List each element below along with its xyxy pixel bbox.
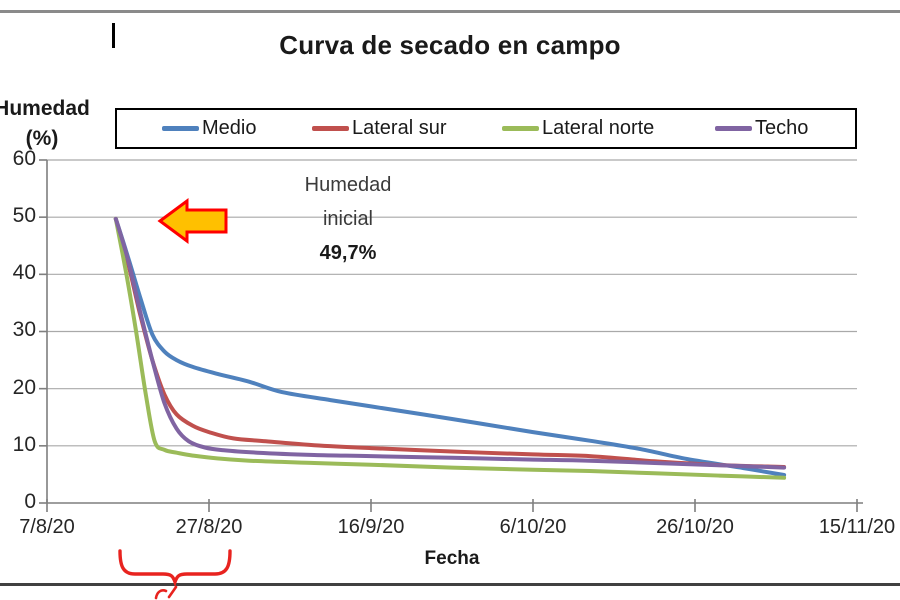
chart-legend: Medio Lateral sur Lateral norte Techo bbox=[115, 108, 857, 149]
x-axis-title: Fecha bbox=[424, 548, 480, 569]
legend-item-lateral-norte: Lateral norte bbox=[502, 110, 654, 147]
x-tick-label: 15/11/20 bbox=[818, 516, 896, 538]
initial-humidity-arrow-icon bbox=[157, 198, 228, 244]
legend-label: Lateral sur bbox=[352, 117, 447, 139]
series-line-techo bbox=[113, 216, 787, 470]
x-tick-label: 16/9/20 bbox=[337, 516, 405, 538]
x-tick-label: 7/8/20 bbox=[19, 516, 75, 538]
y-axis-title-line2: (%) bbox=[25, 127, 59, 150]
y-axis-title-line1: Humedad bbox=[0, 97, 90, 120]
initial-humidity-annotation: Humedad inicial 49,7% bbox=[268, 168, 428, 270]
annotation-value: 49,7% bbox=[319, 242, 377, 264]
x-tick-label: 6/10/20 bbox=[499, 516, 567, 538]
legend-item-techo: Techo bbox=[715, 110, 808, 147]
annotation-line1: Humedad bbox=[304, 174, 392, 196]
legend-item-medio: Medio bbox=[162, 110, 256, 147]
y-tick-label: 20 bbox=[12, 375, 36, 399]
legend-swatch-icon bbox=[162, 126, 199, 131]
y-axis-title: Humedad (%) bbox=[0, 94, 92, 154]
legend-label: Medio bbox=[202, 117, 257, 139]
series-line-lateral-sur bbox=[113, 216, 787, 469]
bottom-divider-line bbox=[0, 583, 900, 586]
legend-label: Lateral norte bbox=[542, 117, 655, 139]
y-tick-label: 40 bbox=[12, 261, 36, 285]
annotation-line2: inicial bbox=[322, 208, 374, 230]
legend-item-lateral-sur: Lateral sur bbox=[312, 110, 447, 147]
red-brace bbox=[118, 549, 232, 588]
x-tick-label: 27/8/20 bbox=[175, 516, 243, 538]
legend-swatch-icon bbox=[312, 126, 349, 131]
y-tick-label: 30 bbox=[12, 318, 36, 342]
y-tick-label: 60 bbox=[12, 146, 36, 170]
text-cursor-bar bbox=[112, 23, 115, 48]
legend-swatch-icon bbox=[502, 126, 539, 131]
y-tick-label: 50 bbox=[12, 204, 36, 228]
y-tick-label: 10 bbox=[12, 432, 36, 456]
y-tick-label: 0 bbox=[24, 490, 36, 513]
cutoff-red-text-mark bbox=[154, 585, 178, 600]
top-divider-line bbox=[0, 10, 900, 13]
legend-swatch-icon bbox=[715, 126, 752, 131]
series-line-lateral-norte bbox=[113, 216, 787, 480]
chart-title: Curva de secado en campo bbox=[279, 30, 621, 60]
series-line-medio bbox=[113, 216, 787, 477]
x-tick-label: 26/10/20 bbox=[656, 516, 734, 538]
legend-label: Techo bbox=[755, 117, 809, 139]
